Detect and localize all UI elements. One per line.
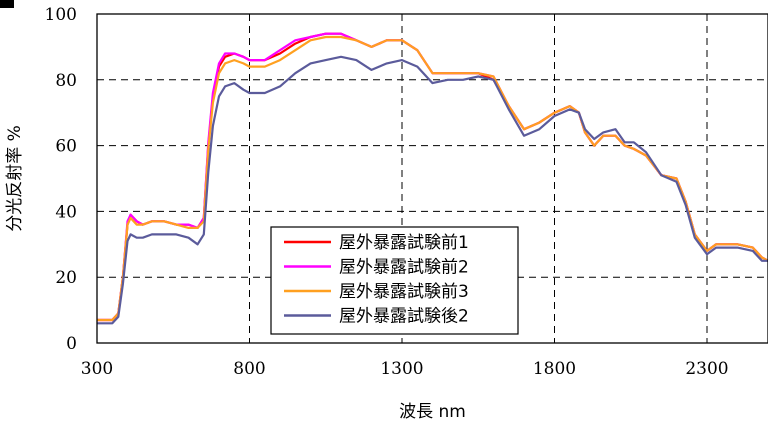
x-tick-label: 1300 [380, 359, 423, 379]
tick-labels: 300 800 1300 1800 2300 0 20 40 60 80 100 [45, 5, 729, 379]
legend-label: 屋外暴露試験前2 [339, 258, 469, 278]
y-tick-label: 40 [55, 202, 77, 222]
series-line [97, 55, 768, 325]
x-tick-label: 800 [233, 359, 265, 379]
y-tick-label: 20 [55, 268, 77, 288]
legend: 屋外暴露試験前1 屋外暴露試験前2 屋外暴露試験前3 屋外暴露試験後2 [270, 226, 519, 335]
series-lines [97, 32, 768, 325]
x-tick-label: 2300 [685, 359, 728, 379]
y-tick-label: 80 [55, 71, 77, 91]
y-axis-title: 分光反射率 % [5, 125, 25, 232]
legend-label: 屋外暴露試験後2 [339, 307, 469, 327]
y-tick-label: 100 [45, 5, 77, 25]
y-tick-label: 60 [55, 137, 77, 157]
x-tick-label: 1800 [533, 359, 576, 379]
y-tick-label: 0 [66, 334, 77, 354]
x-axis-title: 波長 nm [399, 402, 466, 422]
corner-mark [0, 0, 14, 8]
legend-label: 屋外暴露試験前1 [339, 233, 469, 253]
legend-label: 屋外暴露試験前3 [339, 282, 469, 302]
x-tick-label: 300 [81, 359, 113, 379]
plot-area-frame [96, 13, 768, 344]
legend-items: 屋外暴露試験前1 屋外暴露試験前2 屋外暴露試験前3 屋外暴露試験後2 [284, 233, 469, 327]
